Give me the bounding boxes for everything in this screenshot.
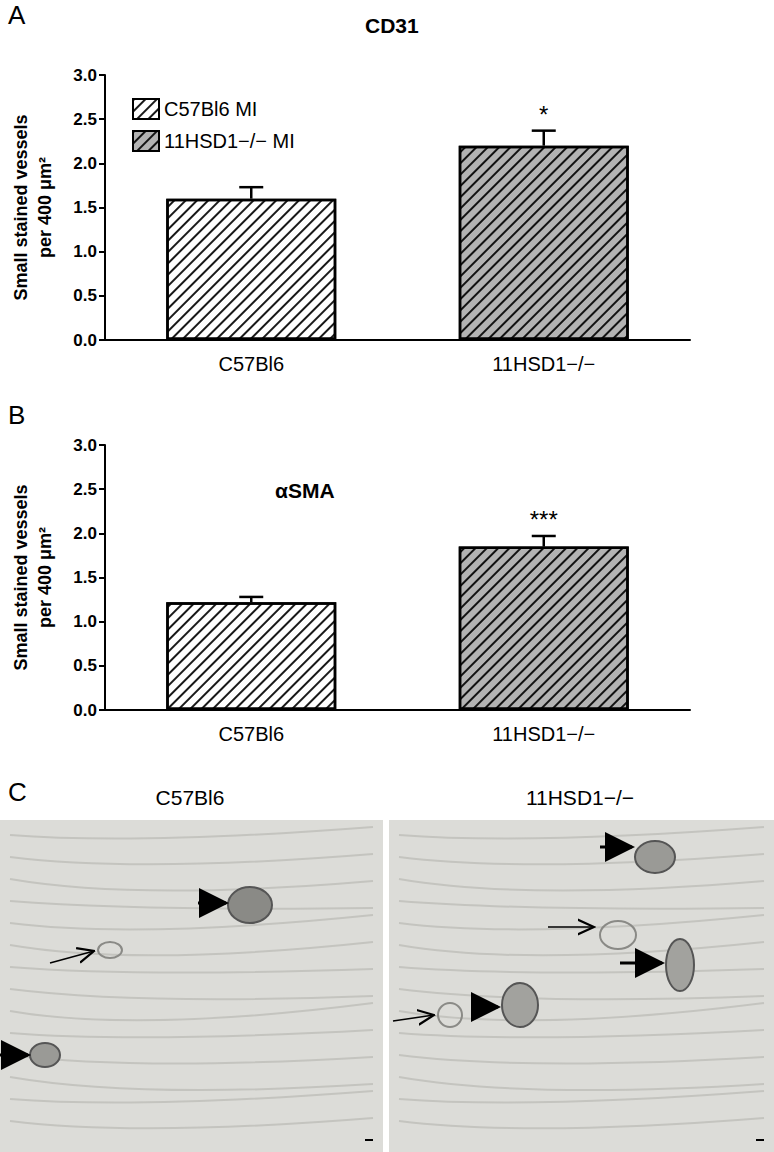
- svg-text:0.0: 0.0: [73, 701, 97, 720]
- svg-text:B: B: [8, 400, 25, 430]
- svg-text:11HSD1−/−: 11HSD1−/−: [526, 786, 634, 809]
- svg-text:C57Bl6 MI: C57Bl6 MI: [164, 98, 257, 120]
- svg-text:A: A: [8, 0, 26, 30]
- svg-text:C: C: [8, 777, 27, 807]
- svg-text:Small stained vessels: Small stained vessels: [11, 114, 31, 300]
- svg-text:αSMA: αSMA: [275, 479, 335, 502]
- svg-text:2.5: 2.5: [73, 480, 97, 499]
- svg-text:C57Bl6: C57Bl6: [218, 723, 284, 745]
- svg-text:*: *: [539, 101, 548, 128]
- svg-text:0.5: 0.5: [73, 286, 97, 305]
- svg-text:Small stained vessels: Small stained vessels: [11, 484, 31, 670]
- svg-text:0.0: 0.0: [73, 331, 97, 350]
- svg-text:CD31: CD31: [365, 14, 419, 37]
- svg-text:per 400 μm²: per 400 μm²: [35, 527, 55, 628]
- svg-text:***: ***: [530, 506, 558, 533]
- svg-text:1.5: 1.5: [73, 198, 97, 217]
- svg-text:C57Bl6: C57Bl6: [156, 786, 225, 809]
- svg-text:1.0: 1.0: [73, 242, 97, 261]
- svg-text:per 400 μm²: per 400 μm²: [35, 157, 55, 258]
- svg-text:11HSD1−/−: 11HSD1−/−: [492, 353, 595, 375]
- svg-text:11HSD1−/−: 11HSD1−/−: [492, 723, 595, 745]
- svg-text:1.5: 1.5: [73, 568, 97, 587]
- svg-text:2.0: 2.0: [73, 154, 97, 173]
- svg-text:11HSD1−/− MI: 11HSD1−/− MI: [164, 130, 295, 152]
- svg-text:2.0: 2.0: [73, 524, 97, 543]
- svg-text:C57Bl6: C57Bl6: [218, 353, 284, 375]
- svg-text:1.0: 1.0: [73, 612, 97, 631]
- svg-text:0.5: 0.5: [73, 656, 97, 675]
- svg-text:3.0: 3.0: [73, 66, 97, 85]
- svg-text:3.0: 3.0: [73, 436, 97, 455]
- svg-text:2.5: 2.5: [73, 110, 97, 129]
